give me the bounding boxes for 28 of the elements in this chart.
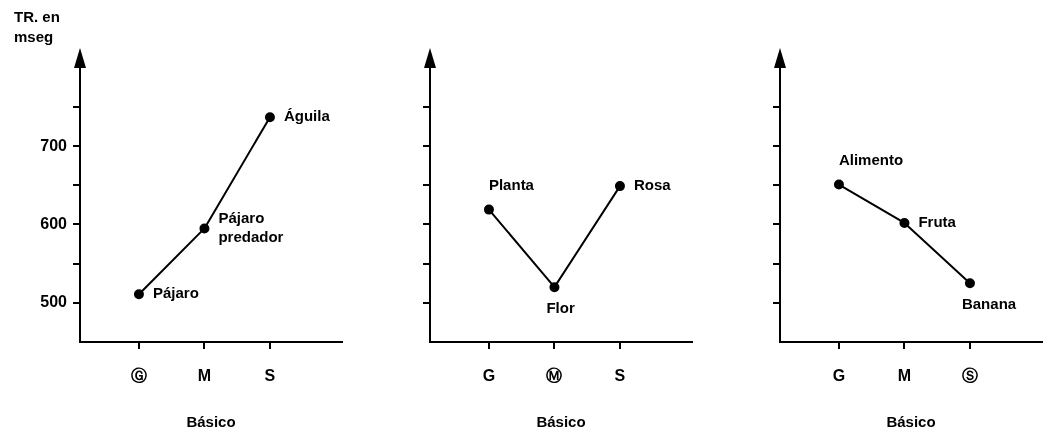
- annotation: Banana: [961, 295, 1017, 313]
- annotation: Pájaro predador: [218, 209, 284, 246]
- point: [264, 112, 275, 123]
- y-tick-label: 500: [40, 293, 68, 311]
- y-tick-label: 700: [40, 136, 68, 154]
- y-axis-title: TR. en mseg: [14, 8, 60, 46]
- x-tick-label: S: [614, 367, 626, 385]
- x-tick-label: Ⓜ: [546, 367, 563, 385]
- x-tick-label: Ⓖ: [130, 367, 147, 385]
- point: [133, 289, 144, 300]
- x-tick-label: G: [482, 367, 496, 385]
- annotation: Águila: [283, 107, 331, 125]
- x-tick-label: M: [197, 367, 212, 385]
- annotation: Fruta: [918, 213, 957, 231]
- x-axis-title: Básico: [536, 413, 586, 431]
- annotation: Alimento: [838, 150, 904, 168]
- x-tick-label: S: [264, 367, 276, 385]
- x-tick-label: M: [897, 367, 912, 385]
- annotation: Rosa: [633, 176, 672, 194]
- annotation: Flor: [546, 299, 575, 317]
- x-axis-title: Básico: [186, 413, 236, 431]
- annotation: Pájaro: [152, 284, 199, 302]
- y-tick-label: 600: [40, 214, 68, 232]
- x-axis-title: Básico: [886, 413, 936, 431]
- x-tick-label: G: [832, 367, 846, 385]
- point: [199, 223, 210, 234]
- annotation: Planta: [488, 175, 535, 193]
- x-tick-label: Ⓢ: [961, 367, 978, 385]
